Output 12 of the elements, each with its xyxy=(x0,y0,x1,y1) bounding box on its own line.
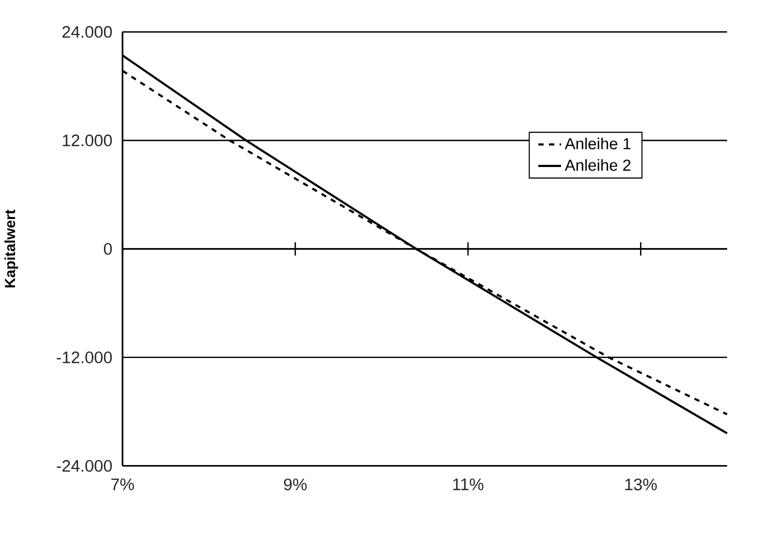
x-tick-label: 11% xyxy=(453,478,484,490)
legend-label: Anleihe 1 xyxy=(564,138,631,150)
x-tick-label: 13% xyxy=(625,478,657,490)
x-tick-label: 7% xyxy=(111,478,134,490)
y-axis-title: Kapitalwert xyxy=(4,210,18,288)
x-tick-label: 9% xyxy=(284,478,307,490)
y-tick-label: 0 xyxy=(104,243,112,255)
y-tick-label: 24.000 xyxy=(62,26,112,38)
legend-label: Anleihe 2 xyxy=(564,159,630,171)
y-tick-label: -24.000 xyxy=(56,460,112,472)
y-tick-label: -12.000 xyxy=(56,352,112,364)
y-tick-label: 12.000 xyxy=(62,134,112,146)
